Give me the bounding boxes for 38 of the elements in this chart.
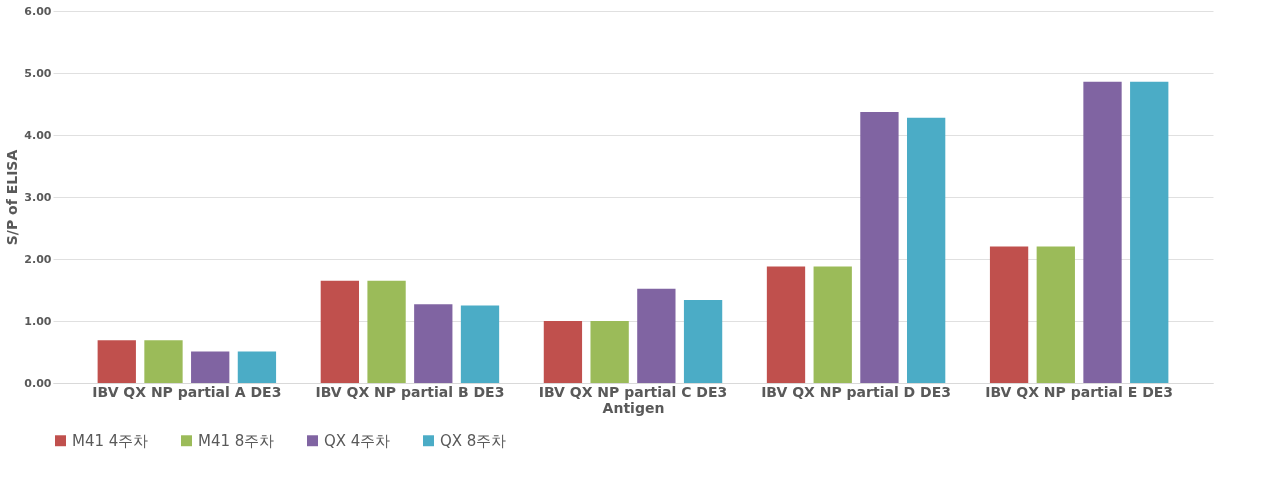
bar xyxy=(144,340,183,383)
bar xyxy=(367,280,406,383)
bar xyxy=(860,112,899,383)
bar xyxy=(907,117,946,383)
y-tick-label: 0.00 xyxy=(24,376,52,390)
x-tick-label: IBV QX NP partial D DE3 xyxy=(761,383,952,400)
bar xyxy=(766,266,806,383)
y-tick-label: 1.00 xyxy=(24,314,52,328)
x-axis-title: Antigen xyxy=(602,399,665,416)
x-tick-label: IBV QX NP partial A DE3 xyxy=(92,383,282,400)
legend-label: M41 8주차 xyxy=(198,431,275,450)
bar xyxy=(543,321,583,383)
bar xyxy=(460,305,500,383)
legend-label: M41 4주차 xyxy=(72,431,149,450)
bar xyxy=(97,340,136,383)
bar xyxy=(320,280,359,383)
bar xyxy=(590,321,629,383)
y-tick-label: 5.00 xyxy=(24,66,52,80)
y-tick-label: 2.00 xyxy=(24,252,52,266)
legend-label: QX 4주차 xyxy=(324,431,391,450)
y-axis-title: S/P of ELISA xyxy=(4,149,21,246)
bar xyxy=(1083,81,1122,383)
legend-label: QX 8주차 xyxy=(440,431,507,450)
bar xyxy=(989,246,1029,383)
x-tick-label: IBV QX NP partial B DE3 xyxy=(315,383,505,400)
bar xyxy=(813,266,852,383)
bar xyxy=(1036,246,1075,383)
bar xyxy=(414,304,453,383)
bar xyxy=(237,351,277,383)
x-tick-label: IBV QX NP partial C DE3 xyxy=(538,383,728,400)
y-tick-label: 3.00 xyxy=(24,190,52,204)
bar xyxy=(1130,81,1169,383)
y-tick-label: 6.00 xyxy=(24,4,52,18)
bar xyxy=(637,288,676,383)
x-tick-label: IBV QX NP partial E DE3 xyxy=(985,383,1174,400)
bar xyxy=(683,299,723,383)
y-tick-label: 4.00 xyxy=(24,128,52,142)
bar xyxy=(191,351,230,383)
